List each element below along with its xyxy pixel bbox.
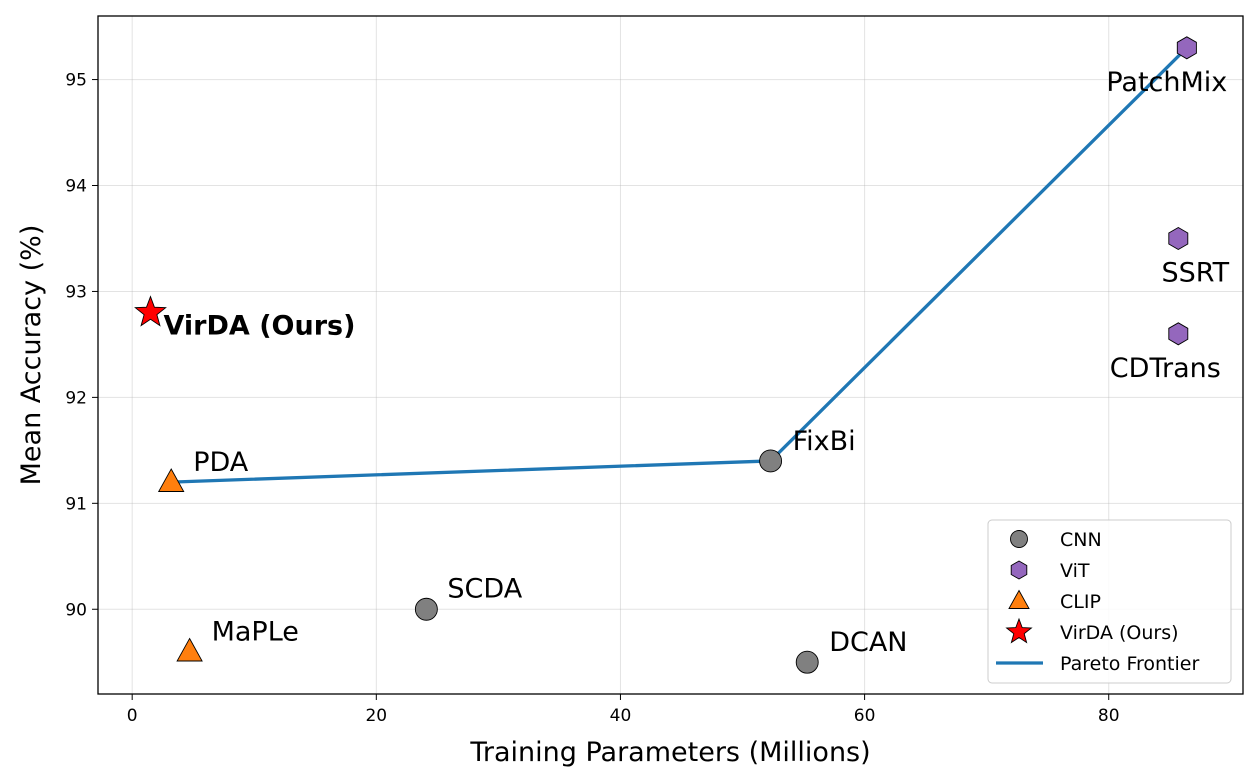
legend-label-vit: ViT	[1060, 560, 1090, 582]
y-tick-label: 92	[65, 388, 87, 408]
y-tick-label: 95	[65, 71, 87, 91]
legend-swatch-vit	[1010, 560, 1028, 580]
point-label-layer: SCDA FixBi DCAN PatchMix SSRT CDTrans PDA MaPLe…	[164, 67, 1230, 658]
x-tick-label: 80	[1098, 706, 1120, 726]
x-tick-label: 40	[610, 706, 632, 726]
marker-patchmix	[1176, 36, 1197, 60]
point-label-cdtrans: CDTrans	[1110, 353, 1221, 384]
x-tick-label: 60	[854, 706, 876, 726]
marker-virda-ours	[134, 295, 167, 327]
marker-cdtrans	[1168, 322, 1189, 346]
y-axis-label: Mean Accuracy (%)	[16, 225, 47, 486]
x-axis-label: Training Parameters (Millions)	[469, 737, 870, 768]
legend: CNN ViT CLIP VirDA (Ours) Pareto Frontier	[987, 519, 1232, 684]
point-label-scda: SCDA	[447, 573, 522, 604]
plot-frame	[97, 15, 1244, 695]
legend-label-cnn: CNN	[1060, 529, 1102, 551]
y-tick-label: 90	[65, 600, 87, 620]
point-label-patchmix: PatchMix	[1106, 67, 1227, 98]
legend-label-pareto-frontier: Pareto Frontier	[1060, 653, 1199, 675]
point-label-ssrt: SSRT	[1162, 258, 1230, 289]
marker-pda	[157, 468, 185, 492]
marker-scda	[414, 597, 438, 621]
legend-swatch-clip	[1008, 589, 1030, 609]
legend-label-virda-ours: VirDA (Ours)	[1060, 622, 1179, 644]
marker-layer	[134, 36, 1197, 674]
marker-maple	[176, 637, 203, 662]
point-label-virda-ours: VirDA (Ours)	[164, 311, 356, 342]
legend-swatch-cnn	[1010, 530, 1028, 548]
legend-box	[987, 519, 1232, 684]
point-label-pda: PDA	[193, 447, 249, 478]
grid	[98, 16, 1243, 694]
x-tick-label: 20	[365, 706, 387, 726]
y-tick-label: 91	[65, 494, 87, 514]
marker-fixbi	[759, 449, 783, 473]
y-tick-label: 93	[65, 282, 87, 302]
marker-dcan	[795, 650, 819, 674]
point-label-dcan: DCAN	[829, 627, 907, 658]
y-tick-label: 94	[65, 177, 87, 197]
point-label-maple: MaPLe	[212, 617, 299, 648]
legend-label-clip: CLIP	[1060, 591, 1101, 613]
point-label-fixbi: FixBi	[793, 426, 856, 457]
marker-ssrt	[1168, 226, 1189, 251]
legend-swatch-virda-ours	[1005, 617, 1033, 644]
tick-layer: 0 20 40 60 80 90 91 92 93 94 95	[65, 71, 1119, 726]
x-tick-label: 0	[127, 706, 138, 726]
